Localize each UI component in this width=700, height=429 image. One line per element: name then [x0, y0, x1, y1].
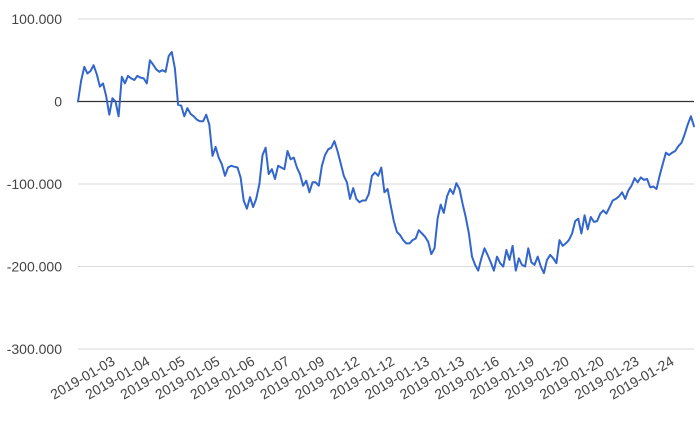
x-axis-tick-labels: 2019-01-032019-01-042019-01-052019-01-05…	[47, 353, 676, 403]
gridlines	[78, 18, 694, 350]
y-tick-label: -200.000	[7, 259, 62, 275]
y-axis-tick-labels: 100.000 0 -100.000 -200.000 -300.000	[7, 11, 62, 357]
series-layer	[77, 51, 695, 275]
y-tick-label: -100.000	[7, 176, 62, 192]
y-tick-label: 100.000	[11, 11, 62, 27]
y-tick-label: 0	[54, 94, 62, 110]
y-tick-label: -300.000	[7, 341, 62, 357]
series-line	[77, 51, 695, 275]
